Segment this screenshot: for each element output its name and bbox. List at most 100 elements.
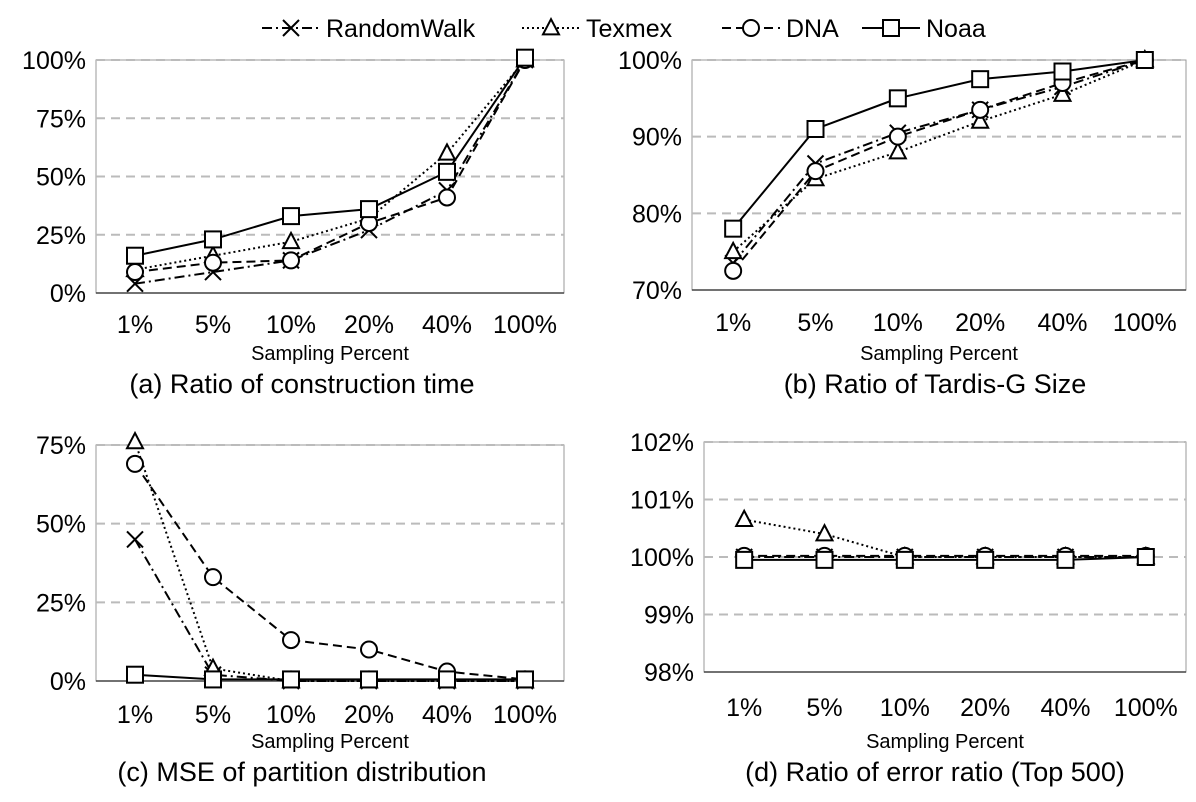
data-point (438, 162, 456, 181)
y-tick-label: 98% (644, 659, 694, 687)
y-tick-label: 25% (36, 222, 86, 250)
series-line (732, 59, 1145, 230)
y-tick-label: 75% (36, 105, 86, 133)
y-tick-label: 99% (644, 602, 694, 630)
series-noaa (735, 548, 1155, 569)
y-tick-label: 50% (36, 164, 86, 192)
series-line (743, 518, 1146, 558)
y-tick-label: 101% (630, 487, 694, 515)
data-point (126, 246, 144, 265)
series-line (732, 59, 1146, 272)
x-axis-title: Sampling Percent (860, 343, 1018, 365)
data-point (438, 188, 456, 207)
x-tick-label: 40% (422, 701, 472, 729)
x-tick-label: 10% (266, 311, 316, 339)
legend-label: Noaa (926, 15, 986, 43)
panel-caption: (a) Ratio of construction time (129, 369, 474, 399)
x-tick-label: 40% (422, 311, 472, 339)
data-point (806, 162, 825, 181)
plot-area (95, 444, 565, 682)
data-point (971, 100, 990, 119)
data-point (734, 508, 754, 528)
data-point (282, 251, 300, 270)
data-point (204, 230, 222, 249)
y-tick-label: 100% (630, 544, 694, 572)
series-line (134, 441, 525, 682)
series-noaa (126, 665, 534, 689)
y-tick-label: 70% (632, 277, 682, 305)
data-point (438, 670, 456, 689)
x-tick-label: 1% (117, 701, 153, 729)
data-point (1135, 51, 1154, 69)
legend-label: Texmex (586, 15, 673, 43)
x-tick-label: 10% (880, 694, 930, 722)
x-axis-title: Sampling Percent (866, 731, 1024, 753)
legend-item-randomwalk: RandomWalk (262, 15, 476, 43)
data-point (126, 454, 144, 473)
data-point (126, 665, 144, 684)
y-tick-label: 100% (22, 47, 86, 75)
y-tick-label: 25% (36, 589, 86, 617)
data-point (282, 207, 300, 226)
data-point (516, 48, 534, 67)
legend-item-dna: DNA (722, 15, 839, 43)
y-tick-label: 102% (630, 429, 694, 457)
x-tick-label: 100% (1114, 694, 1178, 722)
series-line (134, 59, 526, 274)
panel-caption: (d) Ratio of error ratio (Top 500) (745, 757, 1125, 787)
series-dna (126, 51, 534, 282)
x-tick-label: 20% (955, 309, 1005, 337)
legend-marker-square (882, 19, 900, 37)
data-point (888, 127, 907, 146)
series-noaa (724, 51, 1154, 238)
data-point (806, 120, 825, 138)
panel-c: 0% 25% 50% 75% 1% 5% 10% 20% 40% 100% Sampling Per… (36, 430, 565, 787)
series-dna (735, 546, 1155, 565)
x-tick-label: 1% (726, 694, 762, 722)
legend-label: DNA (786, 15, 839, 43)
x-axis-title: Sampling Percent (251, 343, 409, 365)
x-tick-label: 10% (873, 309, 923, 337)
series-line (134, 673, 525, 681)
x-tick-label: 10% (266, 701, 316, 729)
data-point (724, 219, 743, 238)
x-tick-label: 20% (344, 701, 394, 729)
series-noaa (126, 48, 534, 265)
panel-caption: (b) Ratio of Tardis-G Size (784, 369, 1087, 399)
x-tick-label: 40% (1040, 694, 1090, 722)
data-point (888, 89, 907, 108)
series-line (134, 59, 526, 285)
y-tick-label: 0% (50, 280, 86, 308)
x-tick-label: 1% (117, 311, 153, 339)
x-tick-label: 20% (344, 311, 394, 339)
data-point (360, 670, 378, 689)
legend-marker-x (282, 19, 300, 37)
x-tick-label: 5% (797, 309, 833, 337)
data-point (125, 430, 145, 450)
series-dna (126, 454, 534, 689)
data-point (204, 253, 222, 272)
panel-d: 98% 99% 100% 101% 102% 1% 5% 10% 20% 40% 100% Sampl… (630, 429, 1187, 787)
legend-label: RandomWalk (326, 15, 476, 43)
data-point (1053, 62, 1072, 81)
series-line (732, 59, 1146, 264)
data-point (1056, 550, 1075, 569)
series-line (134, 463, 526, 681)
series-randomwalk (126, 51, 534, 293)
data-point (516, 670, 534, 689)
series-texmex (125, 430, 535, 689)
panel-b: 70% 80% 90% 100% 1% 5% 10% 20% 40% 100% Sampling P… (618, 47, 1187, 399)
data-point (888, 141, 908, 160)
panel-a: 0% 25% 50% 75% 100% 1% 5% 10% 20% 40% 100% Sampling… (22, 47, 565, 399)
y-tick-label: 100% (618, 47, 682, 75)
plot-area (691, 59, 1187, 291)
x-tick-label: 20% (960, 694, 1010, 722)
data-point (360, 640, 378, 659)
data-point (815, 550, 834, 569)
series-dna (724, 51, 1154, 280)
data-point (204, 568, 222, 587)
x-tick-label: 5% (195, 311, 231, 339)
series-texmex (723, 49, 1155, 260)
data-point (814, 523, 835, 542)
